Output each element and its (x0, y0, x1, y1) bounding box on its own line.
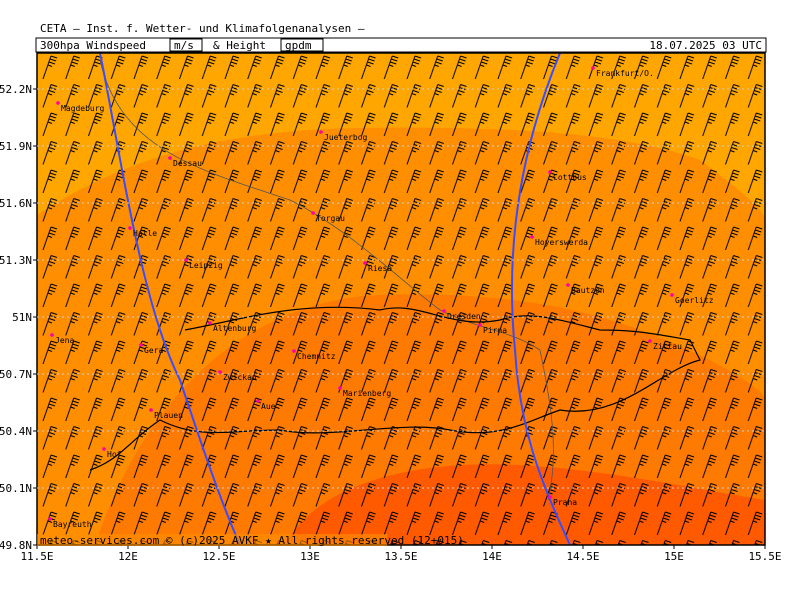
city-dot (363, 261, 367, 265)
city-dot (319, 130, 323, 134)
city-label: Hoyerswerda (535, 238, 588, 247)
city-label: Goerlitz (675, 296, 714, 305)
city-label: Aue (261, 402, 276, 411)
city-dot (311, 211, 315, 215)
x-tick-label: 15.5E (748, 550, 781, 563)
city-label: Leipzig (189, 261, 223, 270)
valid-time: 18.07.2025 03 UTC (649, 39, 762, 52)
city-dot (442, 309, 446, 313)
wind-barbs (37, 53, 765, 545)
x-tick-label: 13E (300, 550, 320, 563)
header-title: CETA — Inst. f. Wetter- und Klimafolgena… (40, 22, 365, 35)
y-tick-label: 51.6N (0, 197, 32, 210)
city-label: Plauen (154, 411, 183, 420)
city-dot (670, 293, 674, 297)
city-dot (102, 447, 106, 451)
city-label: Bautzen (571, 286, 605, 295)
city-label: Praha (553, 498, 577, 507)
y-tick-label: 51.3N (0, 254, 32, 267)
city-dot (256, 399, 260, 403)
city-label: Torgau (316, 214, 345, 223)
y-tick-label: 49.8N (0, 539, 32, 552)
x-tick-label: 12.5E (202, 550, 235, 563)
parameter: 300hpa Windspeed (40, 39, 146, 52)
city-dot (591, 66, 595, 70)
city-label: Zwickau (223, 373, 257, 382)
city-dot (208, 321, 212, 325)
city-label: Cottbus (553, 173, 587, 182)
city-label: Dresden (447, 312, 481, 321)
city-label: Halle (133, 229, 157, 238)
height-contour (99, 53, 241, 545)
city-label: Gera (144, 346, 163, 355)
city-dot (128, 226, 132, 230)
unit-box (280, 38, 324, 52)
unit: gpdm (285, 39, 312, 52)
city-dot (56, 101, 60, 105)
city-dot (338, 386, 342, 390)
graticule (37, 88, 765, 489)
city-dot (218, 370, 222, 374)
y-tick-label: 51.9N (0, 140, 32, 153)
x-tick-label: 11.5E (20, 550, 53, 563)
city-label: Zittau (653, 342, 682, 351)
city-label: Jueterbog (324, 133, 368, 142)
city-label: Frankfurt/O. (596, 69, 654, 78)
footer-bg (37, 534, 387, 546)
city-label: Chemnitz (297, 352, 336, 361)
city-dot (648, 339, 652, 343)
y-tick-label: 50.1N (0, 482, 32, 495)
x-tick-label: 14E (482, 550, 502, 563)
height-contour (511, 53, 571, 545)
header-box (35, 37, 767, 53)
x-tick-label: 13.5E (384, 550, 417, 563)
border (89, 306, 701, 471)
footer: meteo-services.com © (c)2025 AVKF ★ All … (40, 534, 464, 547)
y-tick-label: 50.4N (0, 425, 32, 438)
axes: 52.2N 51.9N 51.6N 51.3N 51N 50.7N 50.4N 50.1N 49… (0, 83, 782, 563)
y-tick-label: 51N (12, 311, 32, 324)
x-tick-label: 14.5E (566, 550, 599, 563)
y-tick-label: 52.2N (0, 83, 32, 96)
city-label: Magdeburg (61, 104, 105, 113)
cities: Magdeburg Dessau Jueterbog Cottbus Frankfurt… (48, 66, 714, 529)
parameter: & Height (213, 39, 266, 52)
city-dot (548, 170, 552, 174)
city-label: Altenburg (213, 324, 257, 333)
city-label: Dessau (173, 159, 202, 168)
city-label: Marienberg (343, 389, 391, 398)
city-dot (50, 333, 54, 337)
city-dot (168, 156, 172, 160)
city-label: Riesa (368, 264, 392, 273)
y-tick-label: 50.7N (0, 368, 32, 381)
x-tick-label: 12E (118, 550, 138, 563)
city-label: Pirna (483, 326, 507, 335)
city-dot (530, 235, 534, 239)
city-label: Jena (55, 336, 74, 345)
city-dot (48, 517, 52, 521)
city-label: Bayreuth (53, 520, 92, 529)
unit: m/s (174, 39, 194, 52)
city-dot (184, 258, 188, 262)
city-dot (478, 323, 482, 327)
city-label: Hof (107, 450, 122, 459)
city-dot (548, 495, 552, 499)
city-dot (292, 349, 296, 353)
x-tick-label: 15E (664, 550, 684, 563)
unit-box (169, 38, 203, 52)
map-area (37, 53, 765, 545)
city-dot (149, 408, 153, 412)
city-dot (139, 343, 143, 347)
city-dot (566, 283, 570, 287)
